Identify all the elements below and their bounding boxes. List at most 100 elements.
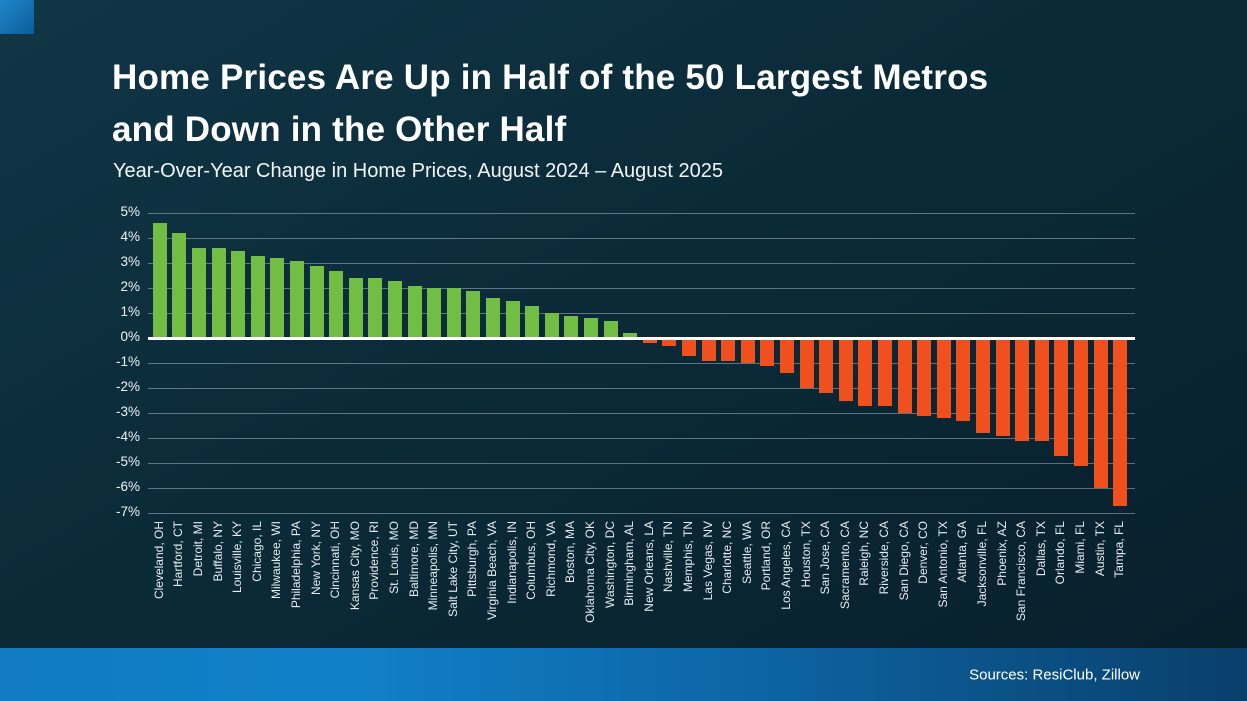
bar xyxy=(1054,338,1069,456)
bar xyxy=(1093,338,1108,489)
bar xyxy=(956,338,971,421)
x-axis-label: Washington, DC xyxy=(602,521,617,609)
x-axis-label: San Francisco, CA xyxy=(1014,521,1029,622)
x-axis-label: New York, NY xyxy=(308,521,323,596)
bar xyxy=(995,338,1010,436)
y-axis-tick-label: 3% xyxy=(120,254,140,270)
x-axis-label: Nashville, TN xyxy=(661,521,676,593)
gridline xyxy=(148,313,1135,315)
chart-title-line2: and Down in the Other Half xyxy=(112,110,567,149)
x-axis-label: Austin, TX xyxy=(1092,521,1107,577)
bar xyxy=(917,338,932,416)
x-axis-label: St. Louis, MO xyxy=(387,521,401,594)
bar xyxy=(858,338,873,406)
x-axis-label: Orlando, FL xyxy=(1053,521,1068,585)
x-axis-label: Boston, MA xyxy=(563,521,578,584)
x-axis-label: Louisville, KY xyxy=(230,521,245,594)
x-axis-label: Providence, RI xyxy=(367,521,382,600)
bar xyxy=(662,338,677,346)
y-axis-tick-label: -2% xyxy=(115,379,140,395)
bar xyxy=(427,288,442,339)
x-axis-label: Detroit, MI xyxy=(191,521,205,577)
x-axis-label: Memphis, TN xyxy=(681,521,695,593)
x-axis-label: Portland, OR xyxy=(759,521,774,591)
y-axis-tick-label: 2% xyxy=(120,279,140,295)
source-note: Sources: ResiClub, Zillow xyxy=(969,666,1140,683)
bar xyxy=(1015,338,1030,441)
bar xyxy=(1074,338,1088,466)
gridline xyxy=(148,513,1135,515)
bar xyxy=(1113,338,1128,506)
x-axis-label: Phoenix, AZ xyxy=(994,521,1009,586)
y-axis-tick-label: 5% xyxy=(120,204,140,219)
x-axis-label: Salt Lake City, UT xyxy=(445,521,460,617)
bar xyxy=(721,338,736,361)
bar xyxy=(309,265,324,339)
x-axis-label: Baltimore, MD xyxy=(406,521,421,598)
bar xyxy=(603,320,618,339)
x-axis-label: Riverside, CA xyxy=(877,521,891,595)
x-axis-label: Cleveland, OH xyxy=(151,521,166,600)
x-axis-label: Philadelphia, PA xyxy=(289,521,303,609)
x-axis-label: Miami, FL xyxy=(1073,521,1087,574)
bar xyxy=(270,258,285,339)
gridline xyxy=(148,413,1135,415)
bar xyxy=(799,338,814,389)
x-axis-label: Seattle, WA xyxy=(739,521,754,585)
bar xyxy=(544,313,559,339)
x-axis-label: Las Vegas, NV xyxy=(700,521,715,601)
x-axis-label: Chicago, IL xyxy=(249,521,264,582)
bar xyxy=(250,255,265,339)
x-axis-label: Minneapolis, MN xyxy=(426,521,441,611)
x-axis-label: New Orleans, LA xyxy=(641,521,656,612)
bar xyxy=(211,248,226,339)
x-axis-label: Milwaukee, WI xyxy=(269,521,284,600)
gridline xyxy=(148,238,1135,240)
gridline xyxy=(148,213,1135,214)
bar xyxy=(878,338,892,406)
chart-title: Home Prices Are Up in Half of the 50 Lar… xyxy=(112,52,988,156)
bar xyxy=(701,338,716,361)
x-axis-label: Jacksonville, FL xyxy=(975,521,989,607)
x-axis-label: Charlotte, NC xyxy=(720,521,735,594)
x-axis-label: San Diego, CA xyxy=(896,521,911,601)
bar xyxy=(584,318,598,339)
gridline xyxy=(148,438,1135,440)
y-axis-tick-label: -6% xyxy=(115,479,140,495)
x-axis-label: Tampa, FL xyxy=(1112,521,1127,578)
x-axis-label: Columbus, OH xyxy=(524,521,539,600)
bar xyxy=(936,338,951,419)
bar xyxy=(466,290,481,339)
bar xyxy=(290,260,304,339)
x-axis-label: Pittsburgh, PA xyxy=(465,521,480,598)
bar xyxy=(819,338,834,394)
x-axis-label: Hartford, CT xyxy=(171,521,186,588)
x-axis-label: Dallas, TX xyxy=(1033,521,1048,577)
chart-subtitle: Year-Over-Year Change in Home Prices, Au… xyxy=(113,160,724,182)
x-axis-label: Sacramento, CA xyxy=(837,521,852,610)
bar xyxy=(897,338,912,414)
y-axis-tick-label: -1% xyxy=(115,354,140,370)
footer-band: Sources: ResiClub, Zillow xyxy=(0,648,1247,701)
bar xyxy=(760,338,775,366)
x-axis-label: Virginia Beach, VA xyxy=(485,521,499,621)
bar xyxy=(780,338,794,374)
corner-accent-square xyxy=(0,0,34,34)
bar xyxy=(976,338,990,434)
bar xyxy=(446,288,461,339)
y-axis-tick-label: -5% xyxy=(115,454,140,470)
gridline xyxy=(148,288,1135,290)
x-axis-label: Houston, TX xyxy=(798,521,813,588)
bar xyxy=(407,285,422,339)
x-axis-label: Los Angeles, CA xyxy=(779,521,793,610)
bar xyxy=(368,278,383,339)
x-axis-label: Oklahoma City, OK xyxy=(583,521,597,623)
bar xyxy=(682,338,696,356)
x-axis-label: Cincinnati, OH xyxy=(328,521,343,599)
bar xyxy=(525,305,540,339)
x-axis-label: Buffalo, NY xyxy=(210,521,225,582)
bar xyxy=(172,233,187,339)
gridline xyxy=(148,488,1135,490)
x-axis-label: Birmingham, AL xyxy=(622,521,637,606)
